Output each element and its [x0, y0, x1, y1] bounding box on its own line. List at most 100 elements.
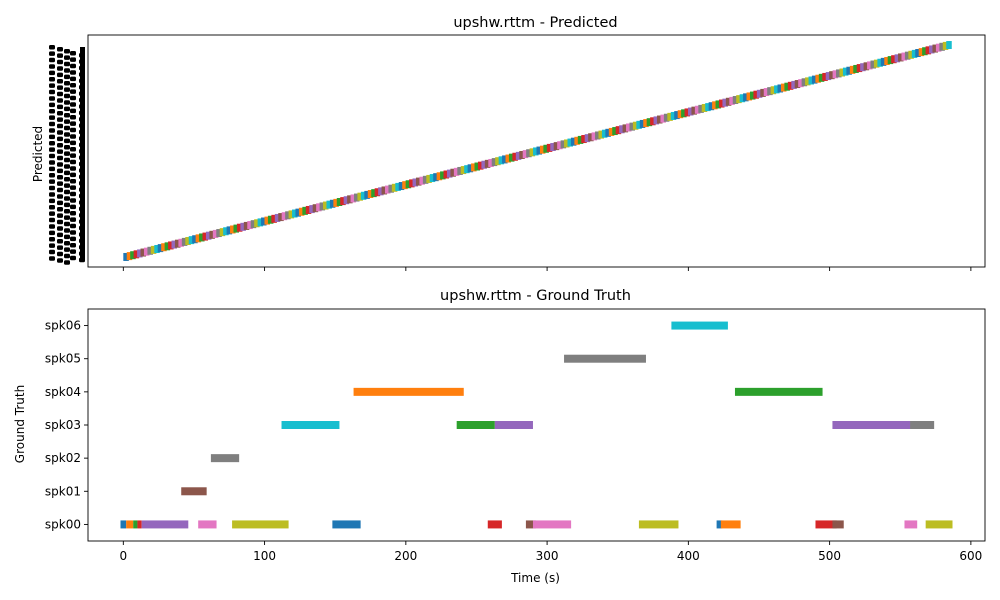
segment-bar — [818, 73, 825, 82]
segment-bar — [808, 76, 815, 85]
segment-bar — [168, 241, 174, 250]
segment-bar — [508, 153, 515, 162]
segment-bar — [199, 233, 205, 242]
segment-bar — [216, 229, 222, 238]
ytick-label-blob — [64, 164, 70, 169]
predicted-title: upshw.rttm - Predicted — [453, 15, 617, 31]
segment-bar — [250, 220, 257, 229]
segment-bar — [529, 148, 536, 157]
segment-bar — [443, 170, 450, 179]
segment-bar — [753, 90, 759, 99]
segment-bar — [271, 214, 277, 223]
segment-bar — [601, 129, 608, 138]
segment-bar — [332, 520, 361, 529]
segment-bar — [295, 208, 301, 217]
ytick-label-blob — [70, 76, 76, 82]
segment-bar — [512, 152, 518, 161]
ytick-label-blob — [70, 191, 76, 197]
segment-bar — [681, 109, 687, 118]
ytick-label-blob — [70, 249, 76, 254]
segment-bar — [429, 174, 436, 183]
segment-bar — [212, 229, 219, 238]
ytick-label-blob — [64, 228, 70, 233]
segment-bar — [371, 189, 377, 198]
ytick-label-blob — [64, 241, 70, 246]
segment-bar — [343, 196, 350, 205]
ytick-label-blob — [70, 70, 76, 75]
segment-bar — [595, 131, 601, 140]
ytick-label-blob — [57, 175, 63, 180]
segment-bar — [487, 520, 502, 529]
segment-bar — [195, 234, 202, 243]
ytick-label-blob — [70, 140, 76, 146]
segment-bar — [684, 108, 691, 117]
ytick-label-blob — [49, 211, 55, 216]
ytick-label-blob — [57, 72, 63, 78]
ytick-label-blob — [49, 160, 55, 165]
ytick-label-blob — [64, 209, 70, 214]
ytick-label-blob — [64, 145, 70, 150]
segment-bar — [471, 163, 477, 172]
ground-truth-xticks: 0 100 200 300 400 500 600 — [119, 541, 982, 563]
ytick-label-blob — [70, 223, 76, 229]
segment-bar — [202, 232, 209, 241]
ytick-label-blob — [57, 219, 63, 225]
segment-bar — [904, 51, 911, 60]
segment-bar — [570, 137, 577, 146]
segment-bar — [181, 487, 207, 496]
segment-bar — [519, 150, 525, 159]
ytick-label-blob — [64, 106, 70, 112]
segment-bar — [760, 88, 766, 97]
xtick-label: 300 — [536, 549, 559, 563]
ytick-label-blob — [57, 239, 63, 244]
ytick-label-blob — [57, 194, 63, 199]
segment-bar — [777, 84, 784, 93]
ytick-label-blob — [64, 68, 70, 73]
segment-bar — [720, 520, 741, 529]
segment-bar — [267, 215, 274, 224]
segment-bar — [887, 56, 894, 65]
segment-bar — [533, 147, 539, 156]
segment-bar — [460, 166, 467, 175]
segment-bar — [832, 70, 839, 79]
ytick-label-blob — [49, 256, 55, 261]
segment-bar — [398, 182, 405, 191]
segment-bar — [450, 168, 456, 177]
segment-bar — [598, 130, 604, 139]
segment-bar — [333, 198, 339, 207]
segment-bar — [873, 59, 880, 68]
ytick-label-blob — [70, 166, 76, 171]
ytick-label-blob — [64, 132, 70, 137]
segment-bar — [174, 239, 181, 248]
ytick-label-blob — [57, 66, 63, 71]
ytick-label-blob — [57, 200, 63, 206]
segment-bar — [763, 88, 770, 97]
segment-bar — [140, 248, 147, 257]
segment-bar — [901, 52, 907, 61]
ytick-label-blob — [57, 143, 63, 148]
segment-bar — [608, 127, 615, 136]
segment-bar — [484, 159, 491, 168]
segment-bar — [133, 520, 138, 529]
ytick-label-blob — [49, 153, 55, 159]
segment-bar — [553, 142, 560, 151]
segment-bar — [494, 421, 533, 429]
ytick-label-blob — [70, 198, 76, 203]
predicted-xticks — [122, 267, 972, 271]
ytick-label-blob — [57, 258, 63, 263]
predicted-axes-frame — [87, 34, 986, 268]
xtick-label: 0 — [119, 549, 127, 563]
segment-bar — [567, 138, 573, 147]
segment-bar — [932, 44, 938, 53]
segment-bar — [729, 96, 735, 105]
ytick-label: spk04 — [45, 385, 81, 399]
ytick-label-blob — [49, 77, 55, 82]
ytick-label-blob — [64, 202, 70, 208]
predicted-segments — [123, 41, 952, 261]
ytick-label: spk00 — [45, 517, 81, 531]
ytick-label-blob — [64, 151, 70, 156]
segment-bar — [120, 520, 127, 529]
segment-bar — [867, 61, 873, 70]
ytick-label-blob — [57, 53, 63, 58]
